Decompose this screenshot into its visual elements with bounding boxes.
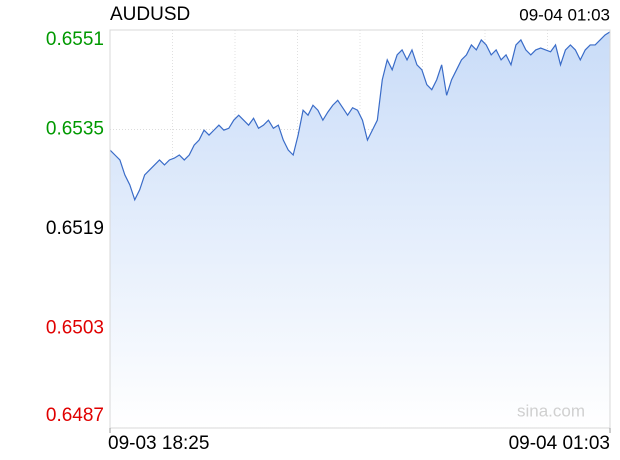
y-tick-label: 0.6551 <box>46 29 104 50</box>
y-tick-label: 0.6535 <box>46 119 104 140</box>
x-tick-label: 09-03 18:25 <box>108 433 209 454</box>
y-tick-label: 0.6487 <box>46 405 104 426</box>
price-line <box>109 31 611 202</box>
y-tick-label: 0.6503 <box>46 318 104 339</box>
plot-frame <box>109 29 611 429</box>
area <box>110 31 610 429</box>
timestamp: 09-04 01:03 <box>519 5 610 24</box>
x-tick-label: 09-04 01:03 <box>509 433 610 454</box>
watermark: sina.com <box>517 401 585 420</box>
y-tick-label: 0.6519 <box>46 218 104 239</box>
chart-title: AUDUSD <box>110 4 190 25</box>
